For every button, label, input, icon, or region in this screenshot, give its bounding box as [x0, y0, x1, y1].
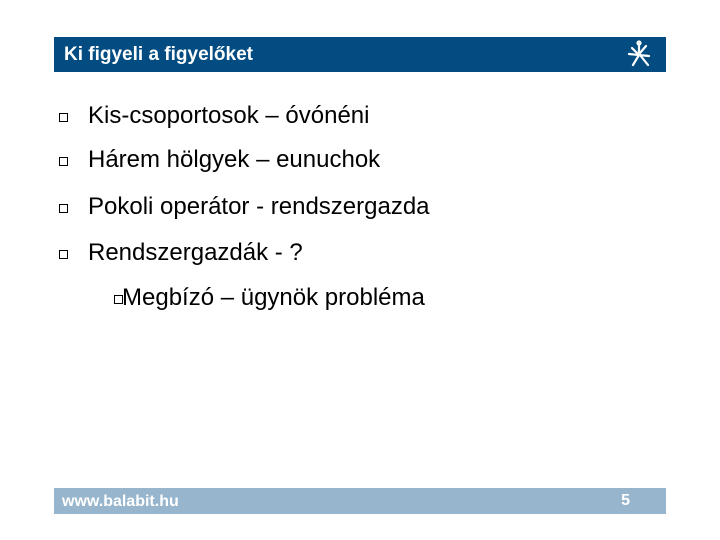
balabit-logo-icon	[627, 40, 651, 67]
page-number: 5	[621, 492, 630, 509]
bullet-item: Kis-csoportosok – óvónéni	[88, 102, 370, 129]
bullet-item: Hárem hölgyek – eunuchok	[88, 146, 381, 173]
slide-title: Ki figyeli a figyelőket	[64, 44, 253, 65]
bullet-marker	[59, 157, 68, 166]
footer-url: www.balabit.hu	[62, 493, 179, 510]
sub-bullet-marker	[114, 295, 123, 304]
slide-header: Ki figyeli a figyelőket	[54, 37, 666, 72]
bullet-item: Rendszergazdák - ?	[88, 239, 303, 266]
bullet-marker	[59, 204, 68, 213]
bullet-marker	[59, 113, 68, 122]
slide-footer: www.balabit.hu 5	[54, 488, 666, 514]
sub-bullet-item: Megbízó – ügynök probléma	[122, 284, 425, 311]
bullet-marker	[59, 250, 68, 259]
bullet-item: Pokoli operátor - rendszergazda	[88, 193, 430, 220]
